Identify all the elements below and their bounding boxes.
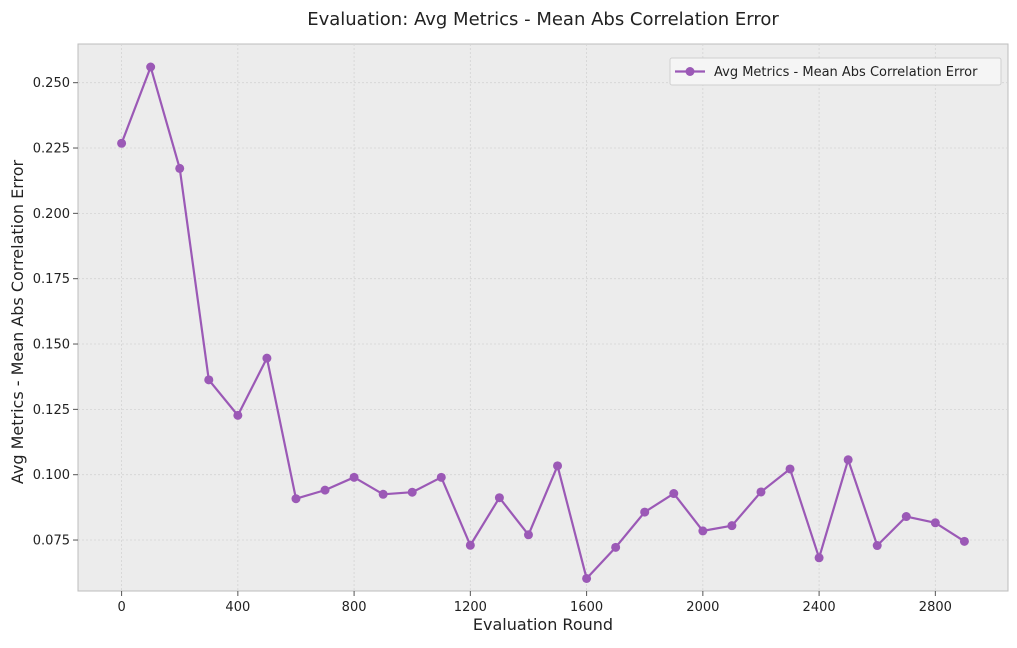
data-point bbox=[465, 540, 475, 550]
x-tick-label: 1200 bbox=[454, 600, 487, 615]
data-point bbox=[436, 472, 446, 482]
y-tick-label: 0.100 bbox=[33, 468, 70, 483]
data-point bbox=[117, 138, 127, 148]
plot-area bbox=[77, 43, 1009, 592]
y-tick-label: 0.225 bbox=[33, 142, 70, 157]
x-tick-label: 400 bbox=[225, 600, 250, 615]
data-point bbox=[640, 507, 650, 517]
data-point bbox=[901, 512, 911, 522]
data-point bbox=[262, 353, 272, 363]
data-point bbox=[291, 494, 301, 504]
data-point bbox=[407, 487, 417, 497]
x-tick-label: 0 bbox=[117, 600, 125, 615]
x-axis-label: Evaluation Round bbox=[473, 615, 613, 634]
series-line bbox=[120, 65, 966, 580]
x-tick-label: 2000 bbox=[686, 600, 719, 615]
x-tick-label: 800 bbox=[342, 600, 367, 615]
y-tick-label: 0.075 bbox=[33, 534, 70, 549]
x-tick-label: 2400 bbox=[803, 600, 836, 615]
data-point bbox=[814, 553, 824, 563]
data-point bbox=[930, 518, 940, 528]
data-point bbox=[843, 455, 853, 465]
data-point bbox=[959, 536, 969, 546]
data-point bbox=[698, 526, 708, 536]
x-tick-label: 1600 bbox=[570, 600, 603, 615]
data-point bbox=[204, 375, 214, 385]
data-point bbox=[727, 521, 737, 531]
series-layer bbox=[117, 62, 969, 583]
legend-box bbox=[669, 57, 1002, 86]
data-point bbox=[872, 541, 882, 551]
legend-marker-swatch bbox=[685, 67, 695, 76]
data-point bbox=[611, 542, 621, 552]
data-point bbox=[669, 489, 679, 499]
data-point bbox=[553, 461, 563, 471]
data-point bbox=[320, 485, 330, 495]
data-point bbox=[494, 493, 504, 503]
y-tick-label: 0.250 bbox=[33, 76, 70, 91]
chart-title: Evaluation: Avg Metrics - Mean Abs Corre… bbox=[307, 9, 779, 30]
data-point bbox=[175, 163, 185, 173]
x-tick-label: 2800 bbox=[919, 600, 952, 615]
y-tick-label: 0.125 bbox=[33, 403, 70, 418]
legend: Avg Metrics - Mean Abs Correlation Error bbox=[669, 57, 1002, 86]
y-tick-label: 0.200 bbox=[33, 207, 70, 222]
data-point bbox=[523, 530, 533, 540]
grid-lines bbox=[78, 44, 1008, 591]
data-point bbox=[785, 464, 795, 474]
data-point bbox=[349, 472, 359, 482]
data-point bbox=[378, 489, 388, 499]
data-point bbox=[233, 410, 243, 420]
data-point bbox=[582, 573, 592, 583]
y-tick-label: 0.175 bbox=[33, 272, 70, 287]
axis-ticks: 0 400 800 1200 1600 2000 2400 2800 0.075 0.100 0.1… bbox=[33, 76, 952, 615]
y-axis-label: Avg Metrics - Mean Abs Correlation Error bbox=[8, 159, 27, 484]
y-tick-label: 0.150 bbox=[33, 338, 70, 353]
legend-label: Avg Metrics - Mean Abs Correlation Error bbox=[714, 65, 978, 80]
data-point bbox=[146, 62, 156, 72]
data-point bbox=[756, 487, 766, 497]
